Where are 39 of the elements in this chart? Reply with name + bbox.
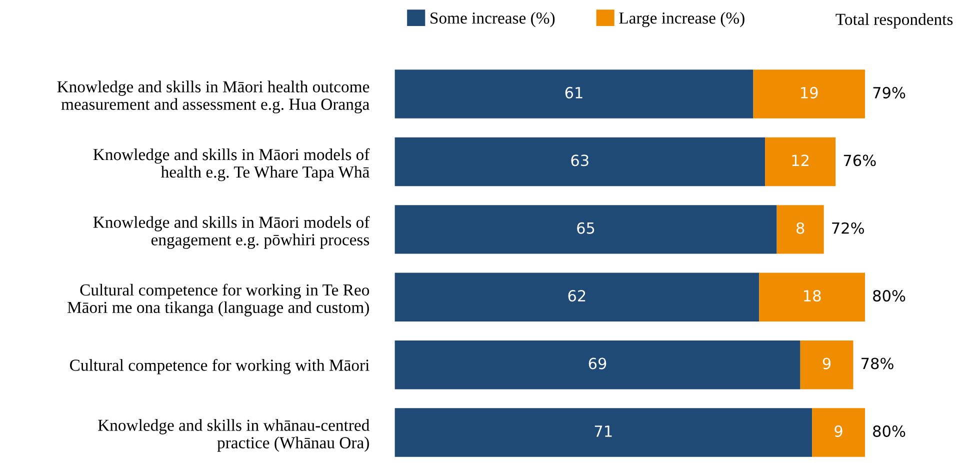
y-tick-label: Knowledge and skills in Māori models of engagement e.g. pōwhiri process — [93, 216, 370, 249]
bar — [753, 70, 865, 118]
total-label: 80% — [873, 425, 906, 437]
data-label: 65 — [577, 222, 594, 234]
data-label: 8 — [796, 222, 804, 234]
data-label: 19 — [801, 86, 818, 98]
data-label: 62 — [568, 290, 586, 302]
bar — [759, 272, 865, 322]
bar — [394, 408, 812, 457]
bar — [800, 340, 854, 390]
legend-label: Large increase (%) — [619, 12, 744, 28]
data-label: 18 — [804, 290, 821, 302]
total-label: 78% — [862, 358, 894, 370]
data-label: 61 — [565, 86, 582, 98]
y-tick-label: Knowledge and skills in Māori health outcome measurement and assessment e.g. Hua Oranga — [57, 80, 370, 114]
data-label: 9 — [822, 358, 831, 370]
data-label: 12 — [792, 154, 809, 166]
total-label: 76% — [844, 154, 876, 166]
y-tick-label: Cultural competence for working with Māori — [70, 358, 370, 374]
bar — [394, 272, 760, 322]
total-label: 80% — [873, 290, 906, 302]
data-label: 9 — [834, 425, 842, 437]
total-label: 72% — [832, 222, 864, 234]
bar — [394, 205, 777, 254]
bar — [812, 408, 865, 457]
y-tick-label: Cultural competence for working in Te Reo Māori me ona tikanga (language and custom) — [67, 284, 370, 316]
y-tick-label: Knowledge and skills in whānau-centred practice (Whānau Ora) — [98, 419, 370, 452]
data-label: 63 — [571, 154, 588, 166]
bar — [776, 205, 824, 254]
total-label: 79% — [873, 86, 906, 98]
legend-label: Some increase (%) — [430, 12, 555, 28]
bar — [765, 137, 836, 186]
bar — [394, 137, 766, 186]
y-tick-label: Knowledge and skills in Māori models of health e.g. Te Whare Tapa Whā — [93, 148, 370, 182]
bar — [394, 70, 754, 118]
data-label: 71 — [594, 426, 612, 437]
bar — [394, 340, 800, 390]
data-label: 69 — [588, 358, 606, 370]
text: Total respondents — [836, 13, 953, 28]
